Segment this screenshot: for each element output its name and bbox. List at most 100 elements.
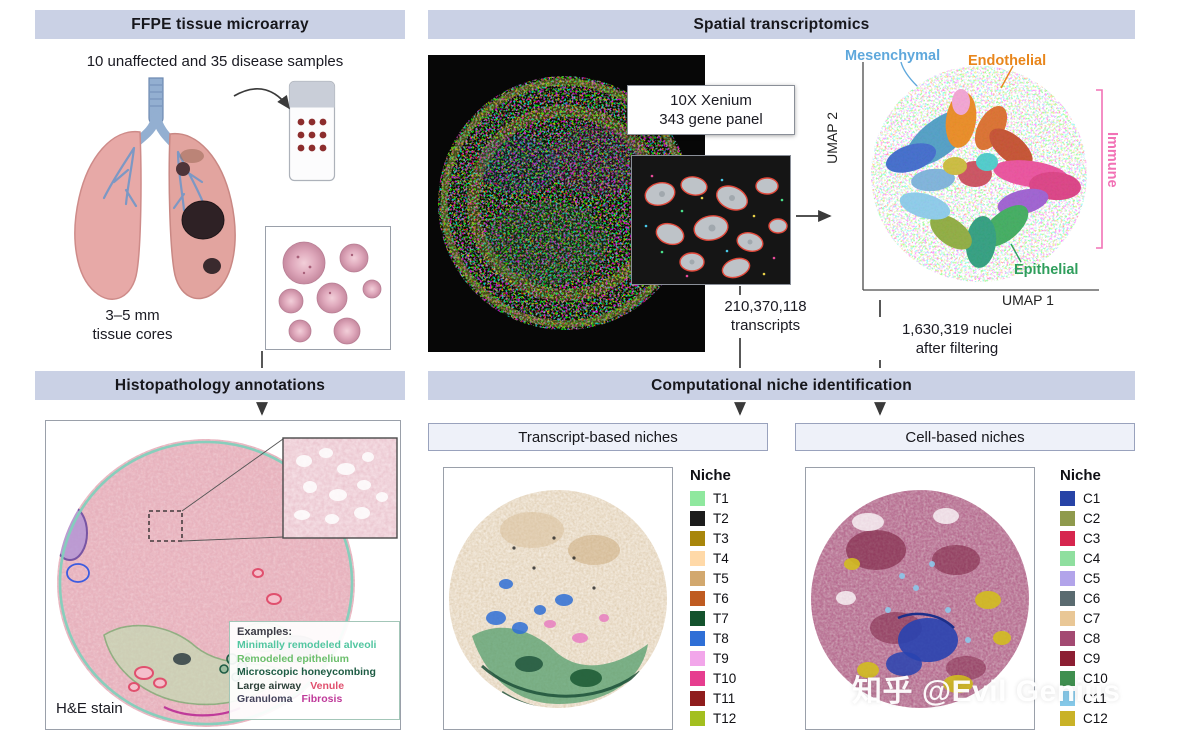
transcripts-count-line2: transcripts — [730, 317, 801, 334]
niche-color-swatch — [690, 550, 705, 566]
cell-segmentation-inset — [631, 155, 791, 285]
bronchial-tree — [102, 146, 204, 212]
niche-color-swatch — [690, 510, 705, 526]
umap-label-immune: Immune — [1104, 132, 1120, 188]
legend-item: T6 — [690, 588, 768, 608]
example-item: Minimally remodeled alveoli — [237, 639, 377, 651]
umap-plot — [862, 61, 1103, 291]
umap-label-epithelial: Epithelial — [1014, 262, 1079, 278]
umap-label-endothelial: Endothelial — [968, 53, 1047, 69]
legend-item: C12 — [1060, 708, 1140, 728]
transcript-dots — [644, 174, 784, 278]
cell-niche-image — [811, 490, 1029, 708]
tma-slide-illustration — [288, 80, 336, 182]
legend-item: C7 — [1060, 608, 1140, 628]
panel-header-niche: Computational niche identification — [428, 371, 1135, 400]
core-size-text: 3–5 mm tissue cores — [45, 306, 220, 344]
zoom-region-marker — [148, 510, 183, 542]
niche-color-swatch — [690, 630, 705, 646]
example-row: Large airway Venule — [237, 680, 392, 694]
legend-item: T12 — [690, 708, 768, 728]
example-item: Fibrosis — [301, 693, 343, 705]
nuclei-count-line1: 1,630,319 nuclei — [901, 321, 1013, 338]
panel-header-spatial: Spatial transcriptomics — [428, 10, 1135, 39]
transcript-niches-header: Transcript-based niches — [428, 423, 768, 451]
transcript-niche-image-box — [443, 467, 673, 730]
example-item: Microscopic honeycombing — [237, 666, 376, 678]
legend-item: T3 — [690, 528, 768, 548]
cell-niches-header: Cell-based niches — [795, 423, 1135, 451]
legend-item: T8 — [690, 628, 768, 648]
watermark-text: 知乎 @Evil Genius — [852, 675, 1121, 708]
niche-color-swatch — [1060, 630, 1075, 646]
umap-axes — [862, 62, 1099, 291]
legend-item: T1 — [690, 488, 768, 508]
niche-color-swatch — [690, 490, 705, 506]
example-row: Minimally remodeled alveoli — [237, 639, 392, 653]
xenium-line2: 343 gene panel — [659, 111, 763, 128]
he-stain-label: H&E stain — [56, 700, 123, 717]
example-row: Remodeled epithelium — [237, 653, 392, 667]
tissue-cores-image — [278, 241, 382, 345]
niche-color-swatch — [1060, 510, 1075, 526]
niche-color-swatch — [1060, 650, 1075, 666]
sample-count-text: 10 unaffected and 35 disease samples — [86, 53, 344, 70]
legend-item: T5 — [690, 568, 768, 588]
examples-title: Examples: — [237, 626, 293, 638]
niche-color-swatch — [690, 650, 705, 666]
tissue-cores-box — [265, 226, 391, 350]
niche-color-swatch — [690, 670, 705, 686]
example-item: Venule — [310, 679, 345, 692]
cell-niche-legend: Niche C1 C2 C3 C4 C5 C6 C7 C8 C9 C10 C11… — [1060, 467, 1140, 728]
legend-item: C4 — [1060, 548, 1140, 568]
left-lung-lobe — [74, 130, 142, 300]
immune-bracket — [1096, 89, 1103, 249]
example-item: Large airway — [237, 679, 302, 692]
niche-color-swatch — [1060, 610, 1075, 626]
xenium-panel-label: 10X Xenium 343 gene panel — [627, 85, 795, 135]
cell-legend-title: Niche — [1060, 467, 1101, 484]
lung-lesions — [176, 149, 225, 274]
legend-item: C9 — [1060, 648, 1140, 668]
niche-color-swatch — [1060, 670, 1075, 686]
legend-item: T11 — [690, 688, 768, 708]
legend-item: C2 — [1060, 508, 1140, 528]
niche-color-swatch — [1060, 570, 1075, 586]
niche-color-swatch — [1060, 590, 1075, 606]
transcripts-count-line1: 210,370,118 — [724, 298, 807, 315]
example-row: Microscopic honeycombing — [237, 666, 392, 680]
legend-item: C8 — [1060, 628, 1140, 648]
legend-item: C1 — [1060, 488, 1140, 508]
legend-item: C5 — [1060, 568, 1140, 588]
legend-item: T2 — [690, 508, 768, 528]
legend-item: C6 — [1060, 588, 1140, 608]
niche-color-swatch — [690, 570, 705, 586]
legend-item: T7 — [690, 608, 768, 628]
example-item: Granuloma — [237, 693, 293, 705]
niche-color-swatch — [1060, 550, 1075, 566]
umap-y-axis-label: UMAP 2 — [824, 112, 840, 164]
legend-item: C11 — [1060, 688, 1140, 708]
nuclei-count-line2: after filtering — [915, 340, 999, 357]
legend-item: C3 — [1060, 528, 1140, 548]
legend-item: T9 — [690, 648, 768, 668]
transcript-legend-title: Niche — [690, 467, 731, 484]
spatial-tissue-image — [428, 55, 705, 352]
xenium-line1: 10X Xenium — [670, 92, 752, 109]
umap-label-mesenchymal: Mesenchymal — [845, 48, 941, 64]
venule-annotation — [128, 568, 282, 692]
niche-color-swatch — [690, 690, 705, 706]
core-size-line2: tissue cores — [92, 326, 173, 343]
umap-clusters — [871, 66, 1087, 282]
he-zoom-inset — [282, 437, 398, 539]
umap-x-axis-label: UMAP 1 — [1002, 292, 1054, 308]
cell-niche-image-box — [805, 467, 1035, 730]
nuclei-count-text: 1,630,319 nuclei after filtering — [862, 320, 1052, 358]
legend-item: T4 — [690, 548, 768, 568]
panel-header-ffpe: FFPE tissue microarray — [35, 10, 405, 39]
panel-header-histology: Histopathology annotations — [35, 371, 405, 400]
niche-color-swatch — [1060, 490, 1075, 506]
example-item: Remodeled epithelium — [237, 652, 350, 665]
niche-color-swatch — [690, 530, 705, 546]
